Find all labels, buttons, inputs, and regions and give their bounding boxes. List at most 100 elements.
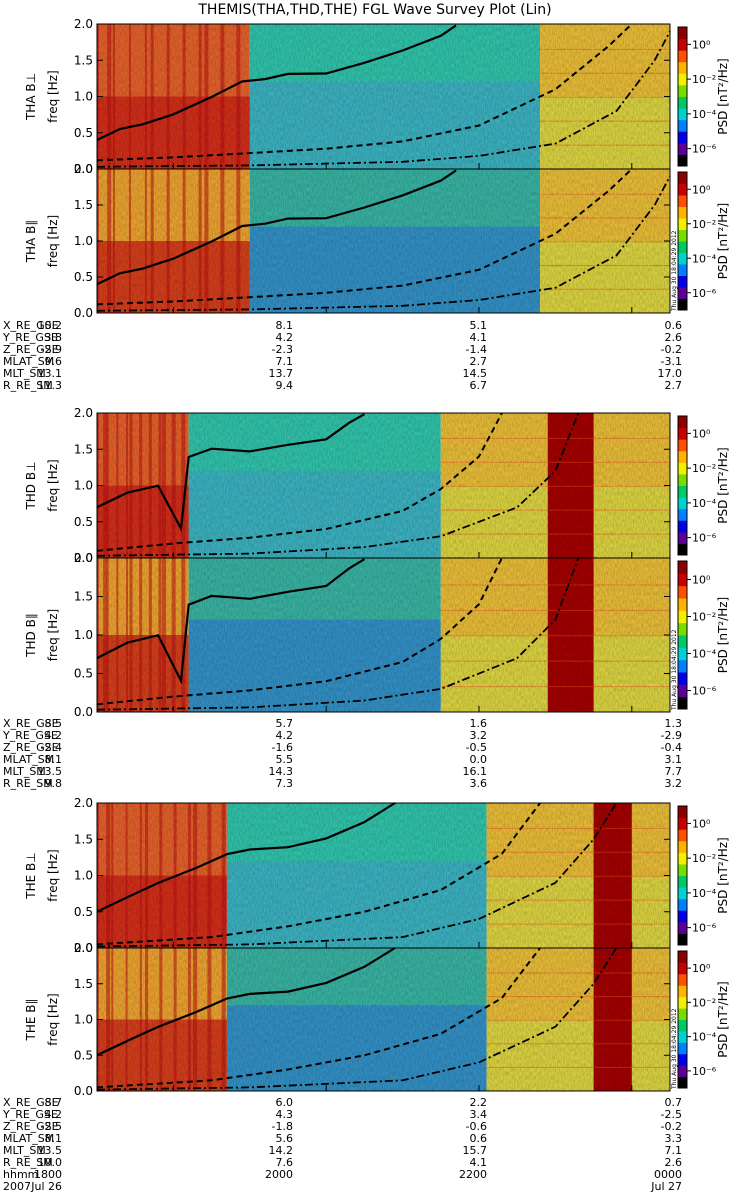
colorbar-step [678,910,687,923]
colorbar-tick-label: 10⁻⁴ [692,108,717,121]
colorbar-step [678,875,687,888]
spectrogram-panel: 0.0 0.5 1.0 1.5 2.0 freq [Hz] THE B⊥ [24,796,671,955]
colorbar-step [678,142,687,155]
colorbar-step [678,229,687,242]
half-gyrofrequency-curve [96,947,541,1089]
panel-label: THA B∥ [24,220,38,264]
gyrofrequency-curve [96,413,365,533]
y-tick-label: 1.0 [74,869,93,883]
colorbar-step [678,195,687,207]
colorbar-step [678,485,687,498]
oxygen-gyrofrequency-curve [96,802,618,948]
colorbar-step [678,38,687,51]
y-axis-label: freq [Hz] [46,993,60,1045]
colorbar-frame [677,805,688,946]
oxygen-gyrofrequency-curve [96,30,671,168]
colorbar-step [678,508,687,521]
colorbar-step [678,27,687,40]
colorbar-step [678,585,687,599]
y-axis-label: freq [Hz] [46,609,60,661]
y-tick-label: 1.0 [74,234,93,248]
colorbar-step [678,863,687,876]
gyrofrequency-curve [96,169,457,286]
half-gyrofrequency-curve [96,23,633,162]
colorbar-label: PSD [nT²/Hz] [716,58,730,134]
gyrofrequency-curve [96,24,457,141]
colorbar: 10⁰ 10⁻² 10⁻⁴ 10⁻⁶ PSD [nT²/Hz] [677,415,730,556]
y-tick-label: 1.5 [74,977,93,991]
noise-texture [97,413,670,558]
colorbar-tick-label: 10⁻² [692,73,716,86]
colorbar-step [678,951,687,963]
colorbar: 10⁰ 10⁻² 10⁻⁴ 10⁻⁶ PSD [nT²/Hz] [677,805,730,946]
colorbar-frame [677,26,688,167]
panel-label: THA B⊥ [24,73,38,121]
spectrogram-panel: 0.0 0.5 1.0 1.5 2.0 freq [Hz] THA B∥ [24,162,671,320]
colorbar-step [678,898,687,911]
colorbar-step [678,450,687,463]
gyrofrequency-curve [96,947,396,1057]
colorbar-step [678,1042,687,1055]
oxygen-gyrofrequency-curve [96,947,618,1091]
colorbar-step [678,1053,687,1066]
y-tick-label: 1.5 [74,53,93,67]
colorbar-step [678,50,687,63]
colorbar: 10⁰ 10⁻² 10⁻⁴ 10⁻⁶ PSD [nT²/Hz] [677,171,730,311]
noise-texture [97,558,670,712]
colorbar-step [678,427,687,440]
colorbar-step [678,218,687,230]
colorbar-step [678,996,687,1009]
timestamp: Thu Aug 30 18:04:29 2012 [671,1008,678,1090]
y-axis-label: freq [Hz] [46,215,60,267]
colorbar-step [678,206,687,219]
noise-texture [97,169,670,313]
spectrogram-panel: 0.0 0.5 1.0 1.5 2.0 freq [Hz] THD B⊥ [24,406,671,565]
y-tick-label: 0.0 [74,306,93,320]
timestamp: Thu Aug 30 18:04:29 2012 [671,629,678,711]
colorbar-step [678,96,687,109]
panel-label: THE B∥ [24,999,38,1042]
half-gyrofrequency-curve [96,802,541,946]
colorbar-tick-label: 10⁰ [692,574,711,587]
colorbar-step [678,817,687,830]
y-tick-label: 0.0 [74,1084,93,1098]
colorbar-tick-label: 10⁻⁴ [692,887,717,900]
y-tick-label: 0.5 [74,270,93,284]
colorbar-tick-label: 10⁰ [692,817,711,830]
colorbar-tick-label: 10⁻² [692,611,716,624]
gyrofrequency-curve [96,802,396,913]
spectrogram-panels: 0.0 0.5 1.0 1.5 2.0 freq [Hz] THA B⊥ 0.0 0.5 1.0 1… [24,17,671,1098]
colorbar-step [678,275,687,288]
colorbar-step [678,684,687,698]
colorbar-tick-label: 10⁻⁶ [692,532,717,545]
y-tick-label: 1.0 [74,479,93,493]
colorbar-label: PSD [nT²/Hz] [716,837,730,913]
colorbar: 10⁰ 10⁻² 10⁻⁴ 10⁻⁶ PSD [nT²/Hz] [677,26,730,167]
colorbar-step [678,921,687,934]
half-gyrofrequency-curve [96,412,503,552]
colorbar-frame [677,560,688,710]
colorbar-step [678,610,687,624]
y-tick-label: 0.0 [74,162,93,176]
colorbar-tick-label: 10⁻² [692,996,716,1009]
colorbar-step [678,852,687,865]
colorbar-step [678,806,687,819]
y-tick-label: 0.0 [74,941,93,955]
colorbar-step [678,1030,687,1043]
y-tick-label: 0.0 [74,551,93,565]
colorbar-step [678,473,687,486]
colorbar-step [678,635,687,648]
colorbar-label: PSD [nT²/Hz] [716,597,730,673]
colorbar-step [678,696,687,710]
y-tick-label: 1.5 [74,442,93,456]
colorbar-tick-label: 10⁻⁶ [692,1065,717,1078]
y-tick-label: 1.5 [74,198,93,212]
colorbar-step [678,561,687,574]
panel-label: THD B∥ [24,613,38,658]
y-tick-label: 0.5 [74,1048,93,1062]
y-tick-label: 0.5 [74,126,93,140]
colorbar-tick-label: 10⁻⁶ [692,922,717,935]
colorbar-step [678,264,687,276]
